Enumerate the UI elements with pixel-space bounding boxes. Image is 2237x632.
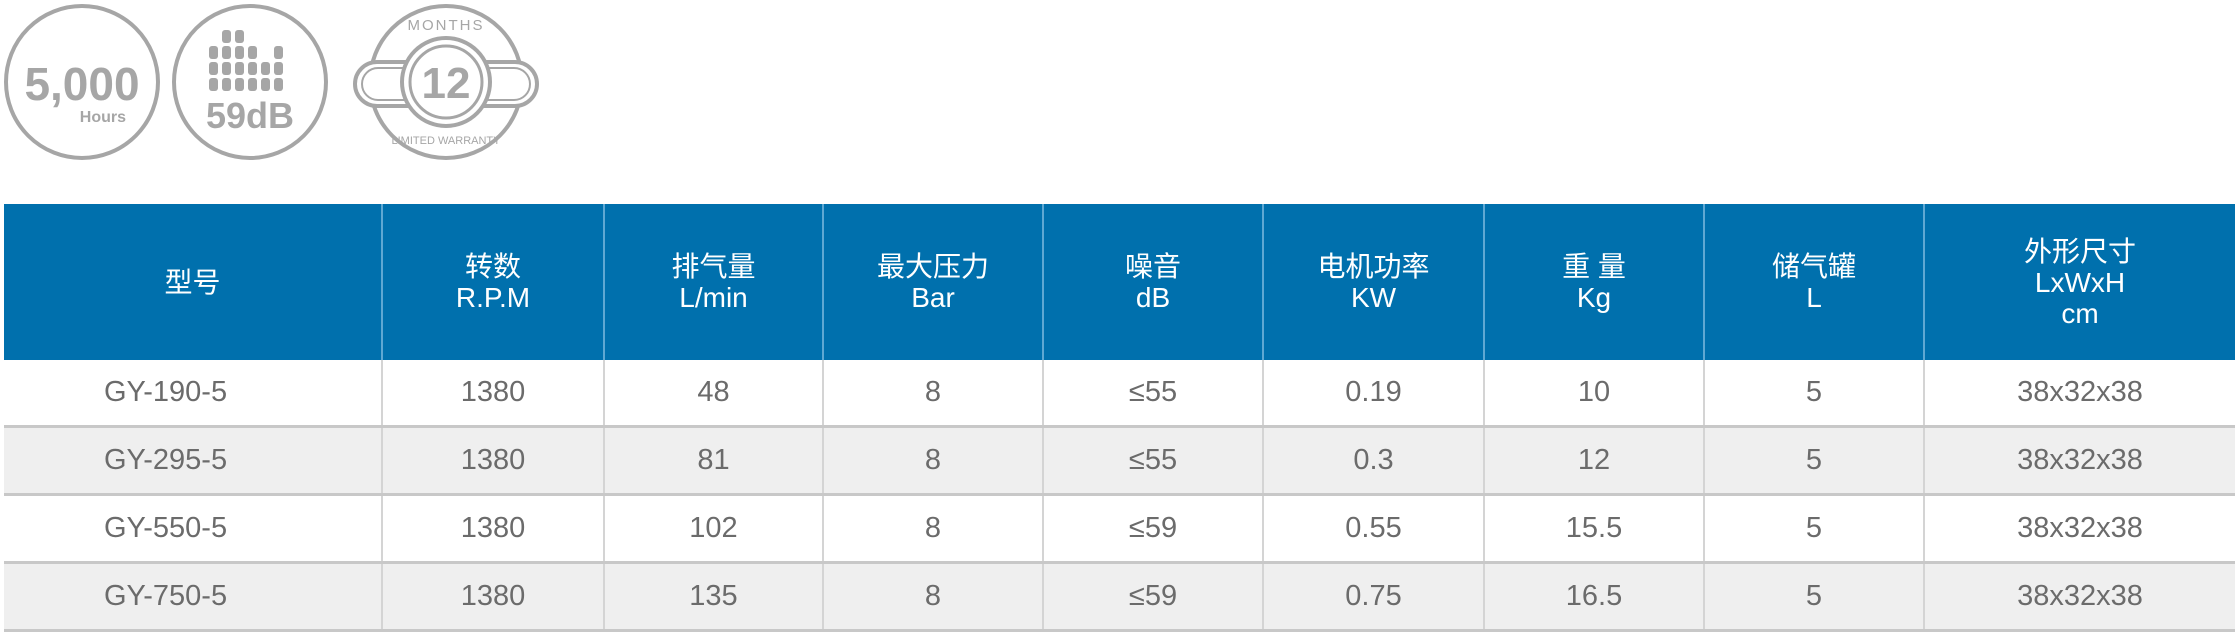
table-cell: 0.3	[1262, 426, 1484, 496]
table-cell: ≤55	[1042, 360, 1263, 428]
table-cell: 135	[603, 562, 823, 632]
column-unit: KW	[1350, 282, 1397, 313]
table-cell: 38x32x38	[1923, 426, 2235, 496]
table-cell: 16.5	[1483, 562, 1704, 632]
column-header: 重 量 Kg	[1483, 204, 1704, 360]
noise-badge-icon: 59dB	[172, 4, 328, 160]
table-cell: 5	[1703, 494, 1924, 564]
table-cell: 0.75	[1262, 562, 1484, 632]
column-header: 最大压力 Bar	[822, 204, 1043, 360]
table-row: GY-295-5 1380 81 8 ≤55 0.3 12 5 38x32x38	[4, 426, 2235, 496]
column-unit: cm	[2061, 297, 2099, 329]
svg-text:5,000: 5,000	[24, 58, 139, 110]
table-cell: 38x32x38	[1923, 360, 2235, 428]
table-cell: GY-295-5	[4, 426, 382, 496]
table-cell: 102	[603, 494, 823, 564]
column-label: 噪音	[1124, 251, 1181, 282]
table-cell: 1380	[381, 494, 604, 564]
column-label: 型号	[164, 266, 221, 298]
column-label: 电机功率	[1317, 251, 1430, 282]
column-header: 储气罐 L	[1703, 204, 1924, 360]
column-label: 转数	[464, 251, 521, 282]
column-label: 最大压力	[876, 251, 989, 282]
column-header: 噪音 dB	[1042, 204, 1263, 360]
table-cell: 8	[822, 562, 1043, 632]
table-row: GY-750-5 1380 135 8 ≤59 0.75 16.5 5 38x32x38	[4, 562, 2235, 632]
table-cell: ≤59	[1042, 562, 1263, 632]
column-label: 排气量	[671, 251, 756, 282]
hours-badge-icon: 5,000 Hours	[4, 4, 160, 160]
table-cell: 8	[822, 360, 1043, 428]
table-cell: 5	[1703, 360, 1924, 428]
table-cell: 38x32x38	[1923, 562, 2235, 632]
column-header: 型号	[4, 204, 382, 360]
table-cell: 8	[822, 426, 1043, 496]
table-cell: 8	[822, 494, 1043, 564]
table-cell: GY-550-5	[4, 494, 382, 564]
table-cell: 1380	[381, 562, 604, 632]
column-label: 储气罐	[1771, 251, 1856, 282]
warranty-badge-icon: 12 MONTHS LIMITED WARRANTY	[353, 4, 539, 160]
column-header: 外形尺寸 LxWxH cm	[1923, 204, 2235, 360]
table-cell: GY-750-5	[4, 562, 382, 632]
column-header: 排气量 L/min	[603, 204, 823, 360]
column-header: 转数 R.P.M	[381, 204, 604, 360]
table-row: GY-190-5 1380 48 8 ≤55 0.19 10 5 38x32x38	[4, 360, 2235, 428]
table-cell: GY-190-5	[4, 360, 382, 428]
column-label: 外形尺寸	[2023, 235, 2136, 267]
svg-text:59dB: 59dB	[206, 95, 294, 136]
column-unit: L/min	[679, 282, 748, 313]
table-row: GY-550-5 1380 102 8 ≤59 0.55 15.5 5 38x32x38	[4, 494, 2235, 564]
column-unit: LxWxH	[2034, 266, 2126, 298]
table-cell: 1380	[381, 426, 604, 496]
svg-text:Hours: Hours	[80, 109, 126, 126]
column-unit: L	[1806, 282, 1822, 313]
table-cell: ≤55	[1042, 426, 1263, 496]
table-cell: ≤59	[1042, 494, 1263, 564]
column-unit: Bar	[911, 282, 955, 313]
column-unit: dB	[1135, 282, 1171, 313]
table-header-row: 型号 转数 R.P.M 排气量 L/min 最大压力 Bar 噪音 dB 电机功率 KW 重 量 Kg 储…	[4, 204, 2235, 360]
table-cell: 48	[603, 360, 823, 428]
column-label: 重 量	[1562, 251, 1626, 282]
table-cell: 5	[1703, 426, 1924, 496]
table-cell: 12	[1483, 426, 1704, 496]
table-cell: 0.55	[1262, 494, 1484, 564]
svg-text:12: 12	[422, 59, 471, 108]
column-unit: Kg	[1576, 282, 1612, 313]
table-cell: 81	[603, 426, 823, 496]
svg-text:LIMITED WARRANTY: LIMITED WARRANTY	[392, 135, 502, 147]
table-cell: 1380	[381, 360, 604, 428]
table-cell: 10	[1483, 360, 1704, 428]
table-cell: 5	[1703, 562, 1924, 632]
spec-table: 型号 转数 R.P.M 排气量 L/min 最大压力 Bar 噪音 dB 电机功率 KW 重 量 Kg 储…	[4, 204, 2235, 632]
table-cell: 0.19	[1262, 360, 1484, 428]
column-unit: R.P.M	[455, 282, 531, 313]
table-cell: 15.5	[1483, 494, 1704, 564]
svg-text:MONTHS: MONTHS	[408, 17, 485, 34]
table-cell: 38x32x38	[1923, 494, 2235, 564]
column-header: 电机功率 KW	[1262, 204, 1484, 360]
